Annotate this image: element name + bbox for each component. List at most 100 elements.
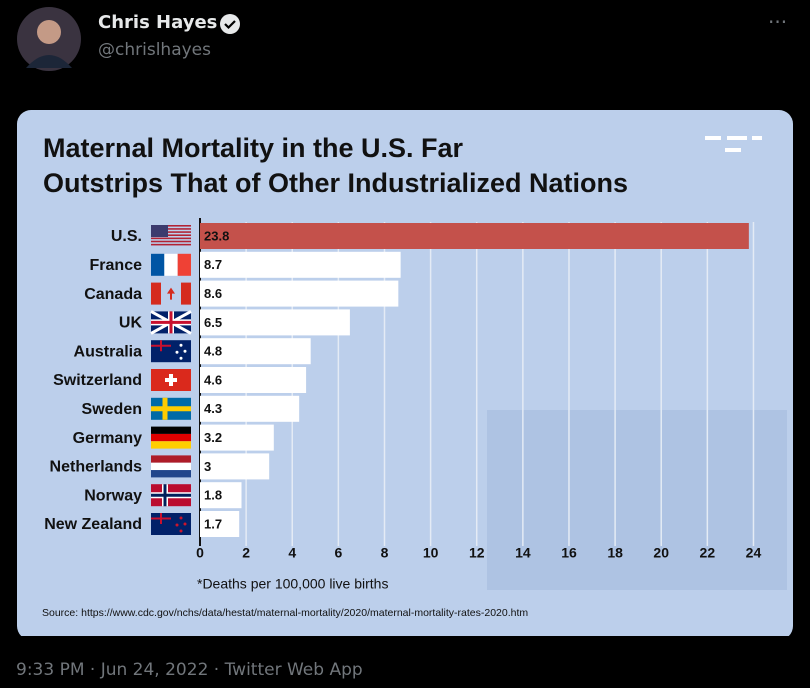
flag-part [151,228,191,230]
flag-part [181,282,191,305]
flag [151,397,191,420]
y-tick-label: Germany [73,430,142,447]
flag [151,340,191,363]
tweet-image[interactable]: Maternal Mortality in the U.S. Far Outst… [17,110,793,640]
y-tick-label: Australia [74,343,143,360]
y-tick-label: Norway [84,487,142,504]
flag-part [151,470,191,478]
x-tick-label: 16 [561,545,577,561]
flag-part [151,397,191,420]
flag-part [167,287,175,300]
flag [151,455,191,478]
value-label: 3.2 [204,430,222,445]
bar [200,453,270,480]
flag-part [151,462,191,471]
x-tick-label: 14 [515,545,531,561]
y-tick-label: Netherlands [50,459,143,476]
y-tick-label: Canada [84,286,142,303]
flag-part [151,441,191,449]
x-tick-label: 20 [653,545,669,561]
bar [200,280,399,307]
flag-part [175,523,179,527]
x-tick-label: 22 [700,545,716,561]
flag-part [151,240,191,243]
flag-part [179,529,183,533]
avatar[interactable] [16,6,82,72]
y-tick-label: New Zealand [44,516,142,533]
bar [200,338,311,365]
chart-title: Maternal Mortality in the U.S. Far [43,133,464,163]
flag-part [151,237,191,240]
handle[interactable]: @chrislhayes [98,40,211,60]
footnote: *Deaths per 100,000 live births [197,576,388,592]
x-tick-label: 18 [607,545,623,561]
y-tick-label: France [90,257,143,274]
chart-title: Outstrips That of Other Industrialized N… [43,168,628,198]
x-tick-label: 12 [469,545,485,561]
x-tick-label: 6 [334,545,342,561]
flag-part [151,455,191,463]
y-tick-label: U.S. [111,228,142,245]
flag-part [151,433,191,442]
value-label: 6.5 [204,315,222,330]
value-label: 3 [204,459,211,474]
value-label: 8.6 [204,286,222,301]
flag-part [151,426,191,434]
flag [151,253,191,276]
x-tick-label: 10 [423,545,439,561]
bar [200,251,401,278]
value-label: 1.7 [204,516,222,531]
value-label: 4.8 [204,344,222,359]
x-tick-label: 0 [196,545,204,561]
x-tick-label: 8 [381,545,389,561]
flag-part [151,253,165,276]
flag-part [151,243,191,246]
verified-badge [220,14,240,34]
bar [200,223,749,249]
flag-part [179,343,183,347]
tweet-footer: 9:33 PM · Jun 24, 2022 · Twitter Web App [16,660,363,680]
chart: Maternal Mortality in the U.S. Far Outst… [17,110,793,636]
y-tick-label: UK [119,315,143,332]
bar [200,511,240,537]
flag-part [175,350,179,354]
more-button[interactable]: ··· [768,10,788,34]
flag [151,484,191,507]
logo [705,136,762,152]
flag-part [151,340,171,352]
flag-part [164,253,178,276]
source: Source: https://www.cdc.gov/nchs/data/he… [42,607,528,619]
flag-part [151,513,171,524]
x-tick-label: 2 [242,545,250,561]
flag-part [151,282,161,305]
flag [151,225,191,246]
value-label: 4.3 [204,401,222,416]
flag-part [183,522,187,526]
flag-part [179,356,183,360]
flag-part [183,349,187,353]
flag [151,369,191,391]
value-label: 1.8 [204,488,222,503]
flag [151,513,191,535]
x-tick-label: 24 [746,545,762,561]
flag-part [151,311,191,334]
bar [200,395,300,422]
x-tick-label: 4 [288,545,296,561]
y-tick-label: Sweden [82,401,142,418]
flag [150,310,192,335]
value-label: 4.6 [204,372,222,387]
flag-part [151,225,191,227]
flag-part [165,374,177,386]
flag-part [179,516,183,520]
value-label: 23.8 [204,228,229,243]
bar [200,309,350,336]
flag [151,426,191,449]
y-tick-label: Switzerland [53,372,142,389]
flag-part [151,234,191,236]
bar [200,367,307,393]
author-name[interactable]: Chris Hayes [98,12,218,33]
flag-part [151,225,168,237]
flag [151,282,191,305]
flag-part [151,484,191,507]
